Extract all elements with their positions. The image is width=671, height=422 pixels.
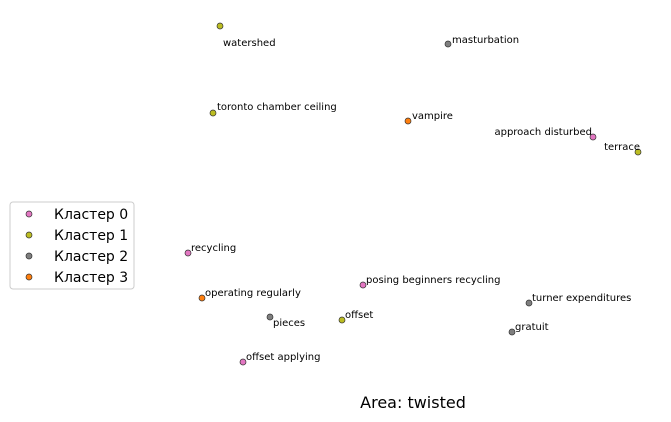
scatter-point [508, 328, 516, 336]
legend-marker [25, 273, 33, 281]
scatter-point [404, 117, 412, 125]
scatter-point [266, 313, 274, 321]
scatter-point [338, 316, 346, 324]
scatter-point [198, 294, 206, 302]
point-label: gratuit [515, 322, 549, 333]
legend-label: Кластер 0 [54, 207, 128, 223]
scatter-point [216, 22, 224, 30]
scatter-point [525, 299, 533, 307]
point-label: operating regularly [205, 288, 301, 299]
scatter-point [239, 358, 247, 366]
scatter-point [359, 281, 367, 289]
legend-marker [25, 231, 33, 239]
legend-label: Кластер 1 [54, 228, 128, 244]
scatter-point [209, 109, 217, 117]
point-label: posing beginners recycling [366, 275, 500, 286]
scatter-point [589, 133, 597, 141]
point-label: turner expenditures [532, 293, 631, 304]
point-label: offset applying [246, 352, 320, 363]
scatter-point [184, 249, 192, 257]
scatter-point [444, 40, 452, 48]
legend-items: Кластер 0 Кластер 1 Кластер 2 Кластер 3 [25, 207, 128, 286]
point-label: approach disturbed [494, 127, 592, 138]
point-label: terrace [604, 142, 640, 153]
point-label: masturbation [452, 35, 519, 46]
point-label: vampire [412, 111, 453, 122]
points-layer [184, 22, 642, 366]
point-label: toronto chamber ceiling [217, 102, 337, 113]
legend-label: Кластер 3 [54, 270, 128, 286]
legend-frame [9, 201, 135, 290]
scatter-point [634, 148, 642, 156]
point-label: pieces [273, 318, 305, 329]
point-label: offset [345, 310, 373, 321]
labels-layer: watershed masturbation toronto chamber cei… [191, 35, 640, 363]
legend-marker [25, 210, 33, 218]
legend-label: Кластер 2 [54, 249, 128, 265]
chart-caption: Area: twisted [360, 393, 466, 412]
point-label: watershed [223, 38, 276, 49]
legend-marker [25, 252, 33, 260]
point-label: recycling [191, 243, 236, 254]
legend: Кластер 0 Кластер 1 Кластер 2 Кластер 3 [9, 201, 135, 290]
